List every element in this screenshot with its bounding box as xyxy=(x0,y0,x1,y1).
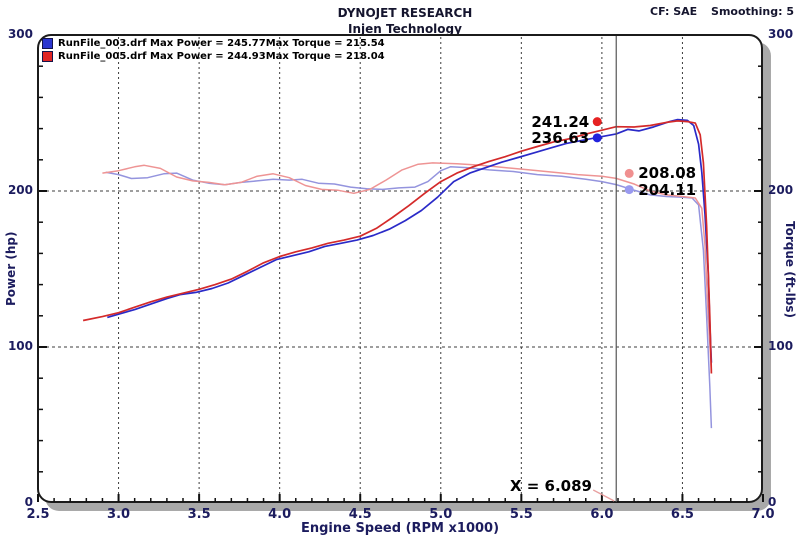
power-curve-005 xyxy=(82,120,713,374)
legend: RunFile_003.drf Max Power = 245.77 Max T… xyxy=(42,37,385,63)
torque-axis-tick-label: 300 xyxy=(768,27,794,41)
legend-file-power-label: RunFile_003.drf Max Power = 245.77 xyxy=(58,38,266,49)
cf-label: CF: SAE xyxy=(650,5,698,18)
legend-file-power-label: RunFile_005.drf Max Power = 244.93 xyxy=(58,51,266,62)
cursor-value-label: 236.63 xyxy=(531,128,590,147)
power-axis-tick-label: 200 xyxy=(7,183,33,197)
rpm-axis-tick-label: 7.0 xyxy=(751,507,775,522)
torque-axis-title: Torque (ft-lbs) xyxy=(783,220,797,318)
power-axis-tick-label: 100 xyxy=(7,339,33,353)
legend-item-runfile-003[interactable]: RunFile_003.drf Max Power = 245.77 Max T… xyxy=(42,37,385,50)
cursor-value-dot xyxy=(592,133,602,143)
rpm-axis-tick-label: 5.5 xyxy=(509,507,533,522)
rpm-axis-tick-label: 5.0 xyxy=(429,507,453,522)
legend-torque-label: Max Torque = 215.54 xyxy=(265,38,385,49)
cursor-value-dot xyxy=(592,117,602,127)
legend-swatch-red xyxy=(42,51,53,62)
rpm-axis-tick-label: 6.0 xyxy=(590,507,614,522)
power-axis-title: Power (hp) xyxy=(4,231,18,307)
smoothing-label: Smoothing: 5 xyxy=(711,5,794,18)
cursor-x-label: X = 6.089 xyxy=(509,477,592,495)
rpm-axis-tick-label: 3.5 xyxy=(187,507,211,522)
page-title: DYNOJET RESEARCH xyxy=(337,6,473,20)
x-axis-title: Engine Speed (RPM x1000) xyxy=(300,521,500,536)
cursor-value-dot xyxy=(624,168,634,178)
rpm-axis-tick-label: 6.5 xyxy=(670,507,694,522)
correction-smoothing-settings: CF: SAE Smoothing: 5 xyxy=(650,5,794,18)
cursor-value-label: 241.24 xyxy=(531,112,590,131)
cursor-value-label: 204.11 xyxy=(638,180,697,199)
cursor-value-label: 208.08 xyxy=(638,164,697,183)
plot-frame xyxy=(37,34,763,503)
torque-curve-005 xyxy=(102,162,713,371)
page-subtitle: Injen Technology xyxy=(348,22,462,36)
cursor-label-pointer-line xyxy=(592,489,615,502)
torque-axis-tick-label: 0 xyxy=(768,495,777,509)
legend-swatch-blue xyxy=(42,38,53,49)
power-axis-tick-label: 0 xyxy=(24,495,33,509)
legend-item-runfile-005[interactable]: RunFile_005.drf Max Power = 244.93 Max T… xyxy=(42,50,385,63)
cursor-value-dot xyxy=(624,185,634,195)
rpm-axis-tick-label: 4.5 xyxy=(348,507,372,522)
power-curve-003 xyxy=(107,118,713,363)
rpm-axis-tick-label: 4.0 xyxy=(268,507,292,522)
legend-torque-label: Max Torque = 218.04 xyxy=(265,51,385,62)
power-axis-tick-label: 300 xyxy=(7,27,33,41)
torque-axis-tick-label: 100 xyxy=(768,339,794,353)
rpm-axis-tick-label: 2.5 xyxy=(26,507,50,522)
torque-axis-tick-label: 200 xyxy=(768,183,794,197)
rpm-axis-tick-label: 3.0 xyxy=(107,507,131,522)
